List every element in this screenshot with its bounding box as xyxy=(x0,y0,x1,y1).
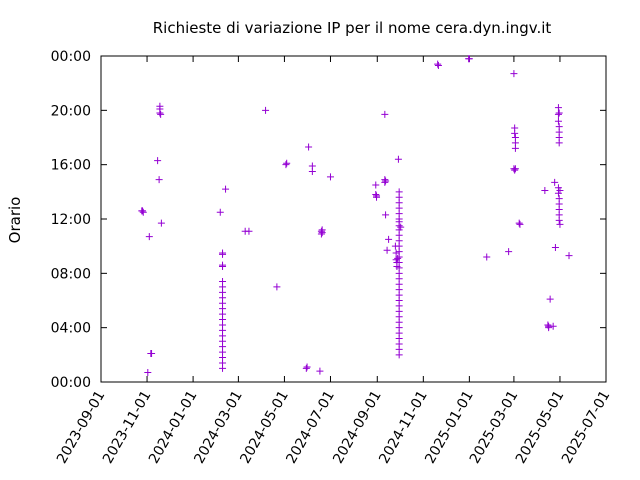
x-tick-label: 2024-07-01 xyxy=(283,388,338,466)
data-point xyxy=(157,110,165,118)
data-point xyxy=(549,322,557,330)
x-tick-label: 2023-09-01 xyxy=(54,388,109,466)
y-axis-label: Orario xyxy=(6,197,24,244)
data-point xyxy=(317,230,325,238)
data-point xyxy=(302,364,310,372)
y-tick-label: 12:00 xyxy=(51,212,91,228)
data-points xyxy=(138,55,573,376)
data-point xyxy=(556,186,564,194)
data-point xyxy=(144,368,152,376)
ticks: 2023-09-012023-11-012024-01-012024-03-01… xyxy=(51,49,614,466)
data-point xyxy=(434,60,442,68)
data-point xyxy=(434,62,442,70)
data-point xyxy=(511,144,519,152)
data-point xyxy=(318,226,326,234)
data-point xyxy=(219,364,227,372)
data-point xyxy=(148,349,156,357)
data-point xyxy=(510,70,518,78)
data-point xyxy=(392,249,400,257)
data-point xyxy=(326,173,334,181)
data-point xyxy=(216,208,224,216)
x-tick-label: 2025-07-01 xyxy=(559,388,614,466)
data-point xyxy=(511,166,519,174)
y-tick-label: 08:00 xyxy=(51,266,91,282)
data-point xyxy=(154,157,162,165)
y-tick-label: 00:00 xyxy=(51,49,91,65)
data-point xyxy=(551,178,559,186)
data-point xyxy=(565,252,573,260)
data-point xyxy=(483,253,491,261)
plot-frame xyxy=(100,55,607,383)
x-tick-label: 2024-03-01 xyxy=(191,388,246,466)
data-point xyxy=(515,219,523,227)
data-point xyxy=(222,185,230,193)
data-point xyxy=(316,367,324,375)
data-point xyxy=(283,159,291,167)
data-point xyxy=(394,155,402,163)
x-tick-label: 2023-11-01 xyxy=(100,388,155,466)
data-point xyxy=(245,227,253,235)
data-point xyxy=(303,363,311,371)
x-tick-label: 2024-05-01 xyxy=(237,388,292,466)
data-point xyxy=(156,102,164,110)
x-tick-label: 2024-09-01 xyxy=(330,388,385,466)
data-point xyxy=(383,246,391,254)
data-point xyxy=(505,248,513,256)
data-point xyxy=(395,351,403,359)
data-point xyxy=(546,295,554,303)
data-point xyxy=(511,165,519,173)
data-point xyxy=(555,139,563,147)
data-point xyxy=(554,104,562,112)
data-point xyxy=(156,109,164,117)
data-point xyxy=(465,55,473,63)
data-point xyxy=(516,220,524,228)
x-tick-label: 2025-03-01 xyxy=(467,388,522,466)
data-point xyxy=(381,178,389,186)
data-point xyxy=(397,223,405,231)
data-point xyxy=(262,106,270,114)
data-point xyxy=(308,167,316,175)
data-point xyxy=(551,244,559,252)
data-point xyxy=(282,161,290,169)
x-tick-label: 2025-05-01 xyxy=(513,388,568,466)
data-point xyxy=(381,110,389,118)
y-tick-label: 00:00 xyxy=(51,375,91,391)
data-point xyxy=(382,211,390,219)
data-point xyxy=(145,233,153,241)
data-point xyxy=(273,283,281,291)
data-point xyxy=(554,117,562,125)
data-point xyxy=(139,208,147,216)
data-point xyxy=(541,186,549,194)
data-point xyxy=(545,324,553,332)
data-point xyxy=(139,207,147,215)
data-point xyxy=(556,220,564,228)
data-point xyxy=(219,263,227,271)
y-tick-label: 04:00 xyxy=(51,321,91,337)
data-point xyxy=(394,254,402,262)
data-point xyxy=(155,176,163,184)
data-point xyxy=(382,177,390,185)
data-point xyxy=(555,109,563,117)
data-point xyxy=(385,235,393,243)
data-point xyxy=(555,216,563,224)
y-tick-label: 16:00 xyxy=(51,158,91,174)
data-point xyxy=(372,181,380,189)
y-tick-label: 20:00 xyxy=(51,103,91,119)
data-point xyxy=(305,143,313,151)
data-point xyxy=(511,129,519,137)
data-point xyxy=(373,192,381,200)
data-point xyxy=(554,110,562,118)
chart-title: Richieste di variazione IP per il nome c… xyxy=(153,19,552,37)
data-point xyxy=(157,219,165,227)
data-point xyxy=(219,250,227,258)
x-tick-label: 2024-11-01 xyxy=(376,388,431,466)
